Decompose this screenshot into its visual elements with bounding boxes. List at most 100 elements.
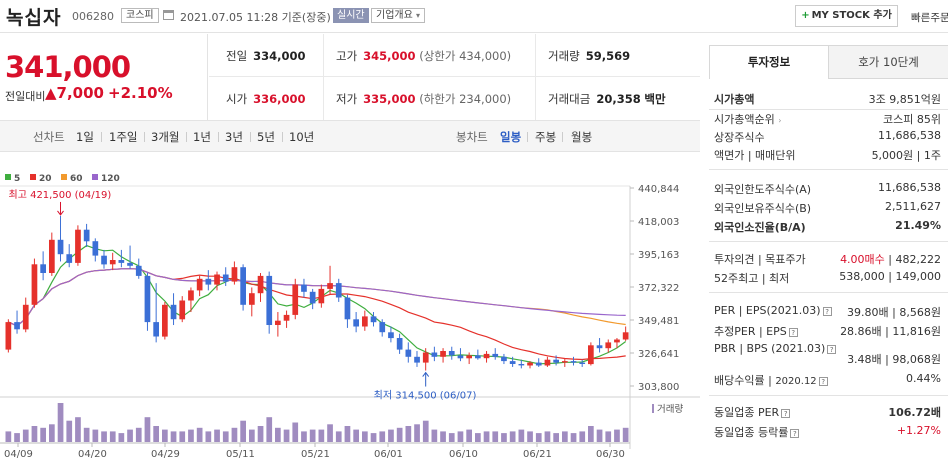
candle-body: [509, 361, 516, 364]
candle-daily[interactable]: 일봉: [500, 130, 522, 144]
period-1d[interactable]: 1일: [76, 130, 94, 144]
candle-body: [318, 288, 325, 304]
quote-table: 전일 334,000 고가 345,000 (상한가 434,000) 거래량 59,…: [209, 34, 700, 120]
candle-body: [240, 267, 246, 305]
candle-body: [492, 353, 499, 357]
help-icon[interactable]: ?: [788, 327, 798, 337]
corp-info-dropdown[interactable]: 기업개요 ▾: [371, 8, 426, 23]
volume-bar: [483, 431, 490, 442]
candle-body: [605, 342, 612, 349]
volume-bar: [301, 431, 307, 442]
divider: [535, 34, 536, 77]
volume-bar: [544, 431, 551, 442]
candle-body: [109, 260, 116, 265]
candle-body: [344, 297, 351, 320]
volume-bar: [327, 424, 333, 442]
quick-order-link[interactable]: 빠른주문: [911, 12, 948, 24]
volume-bar: [309, 429, 316, 442]
volume-bar: [388, 429, 394, 442]
volume-bar: [188, 429, 194, 442]
period-1w[interactable]: 1주일: [109, 130, 138, 144]
period-3m[interactable]: 3개월: [151, 130, 180, 144]
volume-label: 거래량: [657, 403, 683, 415]
trade-amount: 거래대금 20,358 백만: [548, 92, 666, 106]
pbr-value-row: 3.48배 | 98,068원: [847, 353, 941, 366]
candle-body: [448, 351, 455, 356]
divider: [186, 132, 187, 142]
divider: [218, 132, 219, 142]
divider: [323, 34, 324, 77]
volume-bar: [118, 433, 125, 442]
candle-body: [57, 239, 64, 255]
period-1y[interactable]: 1년: [193, 130, 211, 144]
legend-swatch: [5, 174, 11, 180]
volume-bar: [396, 427, 403, 442]
candle-body: [527, 362, 533, 366]
sector-rate-row: 동일업종 등락률? +1.27%: [714, 424, 941, 439]
volume-bar: [353, 429, 359, 442]
invest-info-panel: 투자정보 호가 10단계 시가총액 3조 9,851억원 시가총액순위 › 코스피 …: [709, 45, 948, 462]
opinion-row: 투자의견 | 목표주가 4.00매수 | 482,222: [714, 253, 941, 266]
x-tick-label: 06/21: [523, 449, 552, 460]
help-icon[interactable]: ?: [781, 408, 791, 418]
candle-body: [614, 339, 620, 343]
volume-bar: [14, 433, 20, 442]
low-arrowhead: [422, 371, 430, 377]
help-icon[interactable]: ?: [827, 344, 837, 354]
help-icon[interactable]: ?: [822, 306, 832, 316]
volume-bar: [92, 429, 99, 442]
candle-body: [362, 316, 368, 327]
volume-bar: [579, 431, 586, 442]
candle-body: [205, 278, 212, 285]
high-price: 고가 345,000 (상한가 434,000): [336, 49, 512, 63]
volume-bar: [335, 431, 342, 442]
tab-hoga[interactable]: 호가 10단계: [828, 45, 948, 79]
candle-body: [353, 319, 359, 327]
volume-bar: [249, 429, 255, 442]
volume-bar: [492, 431, 499, 442]
x-tick-label: 05/21: [301, 449, 330, 460]
volume-bar: [75, 417, 81, 442]
candle-body: [162, 304, 168, 337]
candle-body: [544, 359, 551, 366]
period-3y[interactable]: 3년: [225, 130, 243, 144]
stock-header: 녹십자 006280 코스피 2021.07.05 11:28 기준(장중) 실…: [0, 0, 948, 33]
candle-body: [431, 352, 438, 357]
y-tick-label: 303,800: [638, 382, 679, 393]
realtime-badge[interactable]: 실시간: [333, 8, 369, 23]
candle-body: [22, 304, 29, 330]
y-tick-label: 349,481: [638, 316, 679, 327]
pbr-row: PBR | BPS (2021.03)?: [709, 340, 948, 359]
candle-body: [335, 283, 342, 298]
period-5y[interactable]: 5년: [257, 130, 275, 144]
legend-swatch: [92, 174, 98, 180]
chevron-down-icon: ▾: [416, 11, 421, 20]
candle-body: [327, 283, 333, 289]
add-my-stock-button[interactable]: + MY STOCK 추가: [795, 5, 898, 27]
volume-bar: [222, 431, 229, 442]
x-tick-label: 06/10: [449, 449, 478, 460]
forward-per-row: 추정PER | EPS? 28.86배 | 11,816원: [714, 325, 941, 338]
high-arrowhead: [57, 210, 64, 216]
divider: [709, 395, 948, 396]
tab-invest-info[interactable]: 투자정보: [709, 45, 829, 79]
low-price: 저가 335,000 (하한가 234,000): [336, 92, 512, 106]
foreign-hold-row: 외국인보유주식수(B) 2,511,627: [714, 200, 941, 215]
candle-weekly[interactable]: 주봉: [535, 130, 557, 144]
legend-label: 60: [70, 174, 83, 184]
candle-body: [414, 356, 420, 363]
volume-bar: [101, 431, 107, 442]
volume-bar: [466, 429, 472, 442]
period-10y[interactable]: 10년: [289, 130, 315, 144]
candle-monthly[interactable]: 월봉: [571, 130, 593, 144]
volume-bar: [570, 433, 577, 442]
help-icon[interactable]: ?: [818, 376, 828, 386]
candle-body: [483, 353, 490, 359]
stock-chart[interactable]: 5 20 60 120 440,844 418,003 395,163 372,322 349,…: [0, 153, 700, 462]
candle-body: [170, 304, 177, 320]
volume-bar: [614, 429, 620, 442]
volume-bar: [109, 431, 116, 442]
diff-value: ▲7,000: [45, 84, 104, 102]
panel-tabs: 투자정보 호가 10단계: [709, 45, 948, 79]
help-icon[interactable]: ?: [790, 428, 800, 438]
